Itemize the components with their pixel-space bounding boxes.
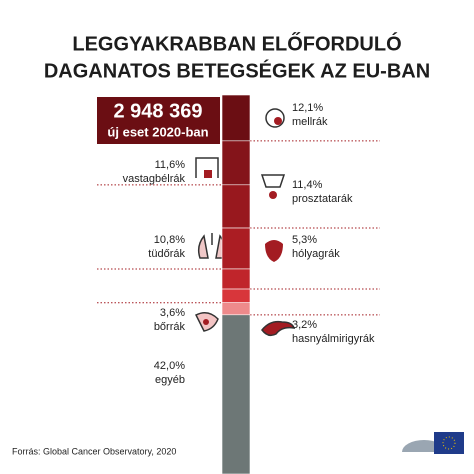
source: Forrás: Global Cancer Observatory, 2020 (12, 446, 176, 456)
category-label: vastagbélrák (123, 173, 186, 185)
title-line: DAGANATOS BETEGSÉGEK AZ EU-BAN (44, 59, 430, 82)
segment (221, 288, 251, 303)
category-label: hólyagrák (292, 248, 340, 260)
total-label: új eset 2020-ban (107, 124, 208, 139)
category-label: prosztatarák (292, 193, 353, 205)
segment (221, 268, 251, 290)
segment (221, 302, 251, 316)
category-label: mellrák (292, 116, 328, 128)
title-line: LEGGYAKRABBAN ELŐFORDULÓ (72, 31, 401, 55)
category-label: bőrrák (154, 321, 186, 333)
segment (221, 314, 251, 474)
value-label: 3,6% (160, 307, 185, 319)
value-label: 11,4% (292, 179, 323, 191)
value-label: 11,6% (155, 159, 186, 171)
value-label: 42,0% (154, 360, 185, 372)
category-label: egyéb (155, 374, 185, 386)
value-label: 10,8% (154, 234, 185, 246)
category-label: hasnyálmirigyrák (292, 333, 375, 345)
value-label: 3,2% (292, 319, 317, 331)
eu-logo (402, 432, 464, 454)
total: 2 948 369 (114, 100, 203, 122)
segment (221, 140, 251, 186)
segment (221, 227, 251, 270)
category-label: tüdőrák (148, 248, 185, 260)
segment (221, 94, 251, 142)
value-label: 12,1% (292, 102, 323, 114)
value-label: 5,3% (292, 234, 317, 246)
segment (221, 184, 251, 229)
total-box (97, 97, 220, 144)
